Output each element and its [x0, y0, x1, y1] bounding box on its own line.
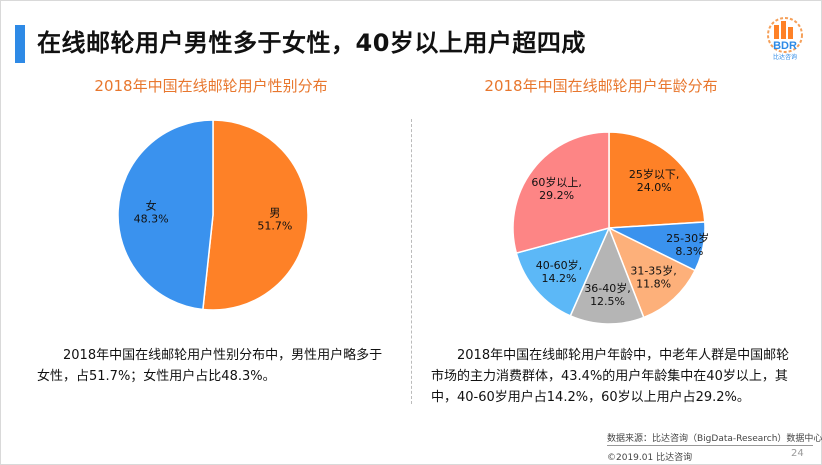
title-accent-bar	[15, 25, 25, 63]
copyright: ©2019.01 比达咨询	[607, 453, 693, 463]
logo-subtext: 比达咨询	[773, 53, 797, 61]
pie-slice-label: 36-40岁, 12.5%	[584, 281, 630, 308]
pie-slice-label: 25-30岁, 8.3%	[666, 231, 709, 258]
pie-slice	[117, 119, 214, 311]
pie-slice	[608, 131, 706, 229]
age-description: 2018年中国在线邮轮用户年龄中，中老年人群是中国邮轮市场的主力消费群体，43.…	[431, 348, 790, 405]
gender-pie-chart: 男 51.7% 女 48.3%	[117, 119, 309, 311]
pie-slice-label: 男 51.7%	[257, 206, 292, 232]
gender-chart-title: 2018年中国在线邮轮用户性别分布	[94, 77, 328, 95]
pie-slice	[607, 226, 697, 319]
pie-slice	[569, 226, 645, 325]
age-pie-chart: 25岁以下, 24.0% 25-30岁, 8.3% 31-35岁, 11.8%36-40岁…	[512, 131, 709, 325]
age-chart-title: 2018年中国在线邮轮用户年龄分布	[484, 77, 718, 95]
pie-slice-label: 25岁以下, 24.0%	[629, 167, 680, 194]
pie-slice-label: 60岁以上, 29.2%	[531, 175, 582, 202]
pie-slice-label: 女 48.3%	[134, 199, 169, 226]
logo-text: BDR	[773, 40, 797, 52]
page-number: 24	[791, 448, 804, 459]
pie-slice	[515, 226, 611, 317]
footer-divider	[607, 445, 813, 446]
pie-slice	[202, 119, 309, 311]
pie-slice	[512, 131, 610, 254]
slide-title: 在线邮轮用户男性多于女性，40岁以上用户超四成	[37, 29, 586, 57]
pie-slice-label: 31-35岁, 11.8%	[630, 264, 676, 291]
data-source: 数据来源：比达咨询（BigData-Research）数据中心	[607, 434, 822, 444]
gender-description: 2018年中国在线邮轮用户性别分布中，男性用户略多于女性，占51.7%；女性用户…	[37, 348, 383, 384]
bdr-logo-icon: BDR 比达咨询	[767, 17, 803, 61]
chart-divider	[411, 119, 412, 404]
pie-slice-label: 40-60岁, 14.2%	[536, 258, 582, 285]
